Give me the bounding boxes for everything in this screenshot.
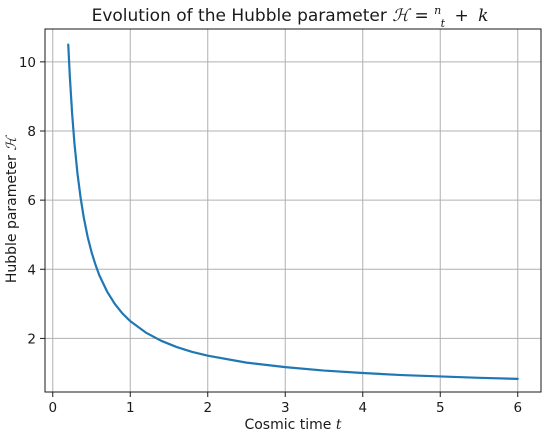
chart-title: Evolution of the Hubble parameter ℋ = n … — [92, 0, 489, 32]
title-symbol-H: ℋ — [392, 6, 412, 26]
y-tick-label: 8 — [27, 124, 36, 140]
x-tick-label: 0 — [48, 400, 57, 416]
x-axis-label-text: Cosmic time — [244, 417, 331, 433]
title-frac-num: n — [434, 4, 441, 17]
x-axis-label: Cosmic time t — [244, 417, 341, 433]
title-text: Evolution of the Hubble parameter — [92, 6, 387, 26]
y-axis-label: Hubble parameter ℋ — [4, 135, 20, 284]
x-tick-label: 3 — [281, 400, 290, 416]
y-axis-label-symbol: ℋ — [4, 135, 20, 151]
x-tick-label: 1 — [126, 400, 135, 416]
title-k: k — [478, 6, 488, 26]
plot-frame — [44, 28, 542, 393]
y-axis-label-text: Hubble parameter — [4, 155, 20, 283]
title-frac-den: t — [441, 17, 446, 30]
x-tick-label: 6 — [513, 400, 522, 416]
y-tick-label: 2 — [27, 331, 36, 347]
gridlines — [45, 29, 541, 392]
x-tick-label: 5 — [436, 400, 445, 416]
y-tick-label: 6 — [27, 193, 36, 209]
data-series — [67, 43, 519, 380]
series-line — [67, 43, 519, 380]
title-plus: + — [454, 6, 468, 26]
title-equals: = — [414, 6, 428, 26]
x-tick-label: 4 — [358, 400, 367, 416]
x-axis-label-symbol: t — [336, 417, 342, 433]
x-tick-label: 2 — [203, 400, 212, 416]
y-tick-label: 4 — [27, 262, 36, 278]
axis-ticks: 0 1 2 3 4 5 6 2 4 6 8 10 — [19, 55, 522, 416]
y-tick-label: 10 — [19, 55, 36, 71]
